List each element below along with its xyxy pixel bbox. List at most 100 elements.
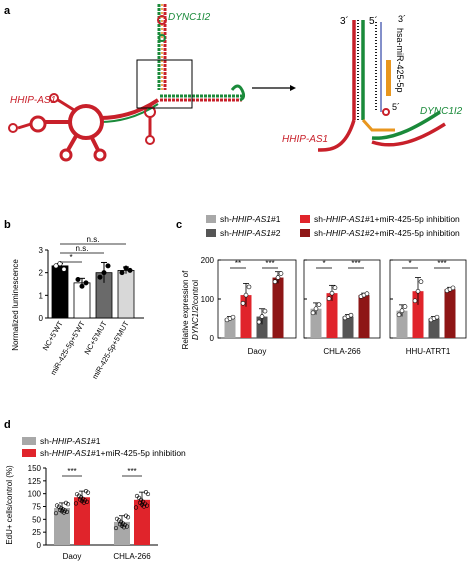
c-group-label: CHLA-266 — [323, 347, 361, 356]
c-legend-swatch — [300, 215, 310, 223]
b-point — [57, 261, 63, 267]
b-ytick-label: 3 — [39, 246, 44, 255]
d-ytick-label: 125 — [28, 477, 42, 486]
zoom-box — [136, 59, 193, 109]
b-point — [75, 276, 81, 282]
c-point — [230, 314, 236, 320]
c-sig-label: * — [408, 259, 411, 268]
c-point — [326, 296, 332, 301]
b-sig-label: n.s. — [76, 244, 89, 253]
b-bar — [51, 265, 69, 319]
dync1i2-label: DYNC1I2 — [168, 12, 211, 23]
b-point — [101, 270, 107, 276]
panel-d-legend: sh-HHIP-AS1#1 sh-HHIP-AS1#1+miR-425-5p in… — [22, 436, 186, 458]
d-ytick-label: 150 — [28, 464, 42, 473]
b-sig-label: * — [69, 253, 72, 262]
c-point — [396, 312, 402, 318]
zoom-dync1i2-label: DYNC1I2 — [420, 106, 463, 117]
d-point — [133, 505, 139, 510]
b-ytick-label: 2 — [39, 269, 44, 278]
c-point — [246, 284, 252, 290]
c-point — [415, 288, 421, 294]
d-ytick-label: 25 — [32, 528, 41, 537]
d-point — [54, 503, 60, 508]
prime-3-label: 3´ — [340, 15, 349, 27]
d-bar — [74, 497, 90, 545]
c-ytick-label: 100 — [201, 295, 215, 304]
d-ytick-label: 50 — [32, 515, 41, 524]
zoom-arrow — [252, 85, 296, 91]
panel-b-label: b — [4, 219, 11, 231]
c-group-label: HHU-ATRT1 — [406, 347, 451, 356]
c-sig-label: ** — [235, 259, 241, 268]
c-point — [313, 306, 319, 312]
b-point — [61, 266, 67, 272]
c-bar — [412, 291, 424, 338]
c-point — [348, 312, 354, 318]
prime-5-label: 5´ — [369, 15, 378, 27]
d-point — [114, 516, 120, 521]
d-ytick-label: 75 — [32, 503, 41, 512]
c-point — [332, 285, 338, 290]
d-point — [143, 490, 149, 495]
d-point — [83, 489, 89, 494]
c-point — [402, 304, 408, 309]
d-point — [123, 513, 129, 518]
c-bar — [256, 316, 268, 338]
c-point — [434, 314, 440, 320]
d-ytick-label: 0 — [37, 541, 42, 550]
c-legend-label: sh-HHIP-AS1#1 — [220, 214, 281, 224]
c-bar — [428, 318, 440, 338]
panel-d-ylabel: EdU+ cells/control (%) — [5, 465, 14, 545]
prime-3-right-label: 3´ — [398, 14, 406, 24]
c-point — [278, 271, 284, 276]
c-point — [262, 308, 268, 314]
c-bar — [358, 295, 370, 338]
d-point — [63, 500, 69, 506]
b-sig-label: n.s. — [87, 235, 100, 244]
c-bar — [396, 310, 408, 338]
b-ytick-label: 1 — [39, 291, 44, 300]
c-legend-label: sh-HHIP-AS1#2 — [220, 228, 281, 238]
zoom-hhip-as1-label: HHIP-AS1 — [282, 134, 328, 145]
mirna-label: hsa-miR-425-5p — [395, 28, 405, 93]
d-bar — [54, 508, 70, 545]
c-point — [364, 291, 370, 297]
c-bar — [272, 277, 284, 338]
c-sig-label: * — [322, 259, 325, 268]
d-point — [137, 500, 143, 505]
d-point — [74, 492, 80, 497]
b-point — [127, 267, 133, 273]
c-point — [310, 310, 316, 316]
b-point — [105, 263, 111, 269]
c-point — [243, 292, 249, 298]
c-legend-swatch — [206, 215, 216, 223]
d-point — [77, 497, 83, 502]
c-point — [412, 298, 418, 304]
d-legend-label: sh-HHIP-AS1#1+miR-425-5p inhibition — [40, 448, 186, 458]
panel-d-label: d — [4, 419, 11, 431]
d-legend-label: sh-HHIP-AS1#1 — [40, 436, 101, 446]
zoom-detail — [317, 20, 446, 152]
c-point — [275, 275, 281, 280]
panel-c-ylabel-line2: DYNC1I2/control — [191, 280, 200, 340]
c-group-label: Daoy — [248, 347, 267, 356]
b-point — [97, 274, 103, 280]
c-bar — [326, 293, 338, 338]
hhip-as1-label: HHIP-AS1 — [10, 95, 56, 106]
c-bar — [444, 289, 456, 338]
c-legend-label: sh-HHIP-AS1#2+miR-425-5p inhibition — [314, 228, 460, 238]
c-sig-label: *** — [351, 259, 360, 268]
c-point — [418, 279, 424, 284]
c-legend-swatch — [206, 229, 216, 237]
chart-d: 0 25 50 75 100 125 150 *** Daoy *** CHLA-266 — [28, 464, 158, 561]
b-bar — [117, 269, 135, 319]
c-legend-label: sh-HHIP-AS1#1+miR-425-5p inhibition — [314, 214, 460, 224]
d-point — [134, 493, 140, 499]
d-ytick-label: 100 — [28, 490, 42, 499]
c-sig-label: *** — [265, 259, 274, 268]
c-ytick-label: 0 — [210, 334, 215, 343]
d-sig-label: *** — [127, 467, 136, 476]
c-bar — [240, 295, 252, 338]
c-point — [259, 314, 265, 319]
